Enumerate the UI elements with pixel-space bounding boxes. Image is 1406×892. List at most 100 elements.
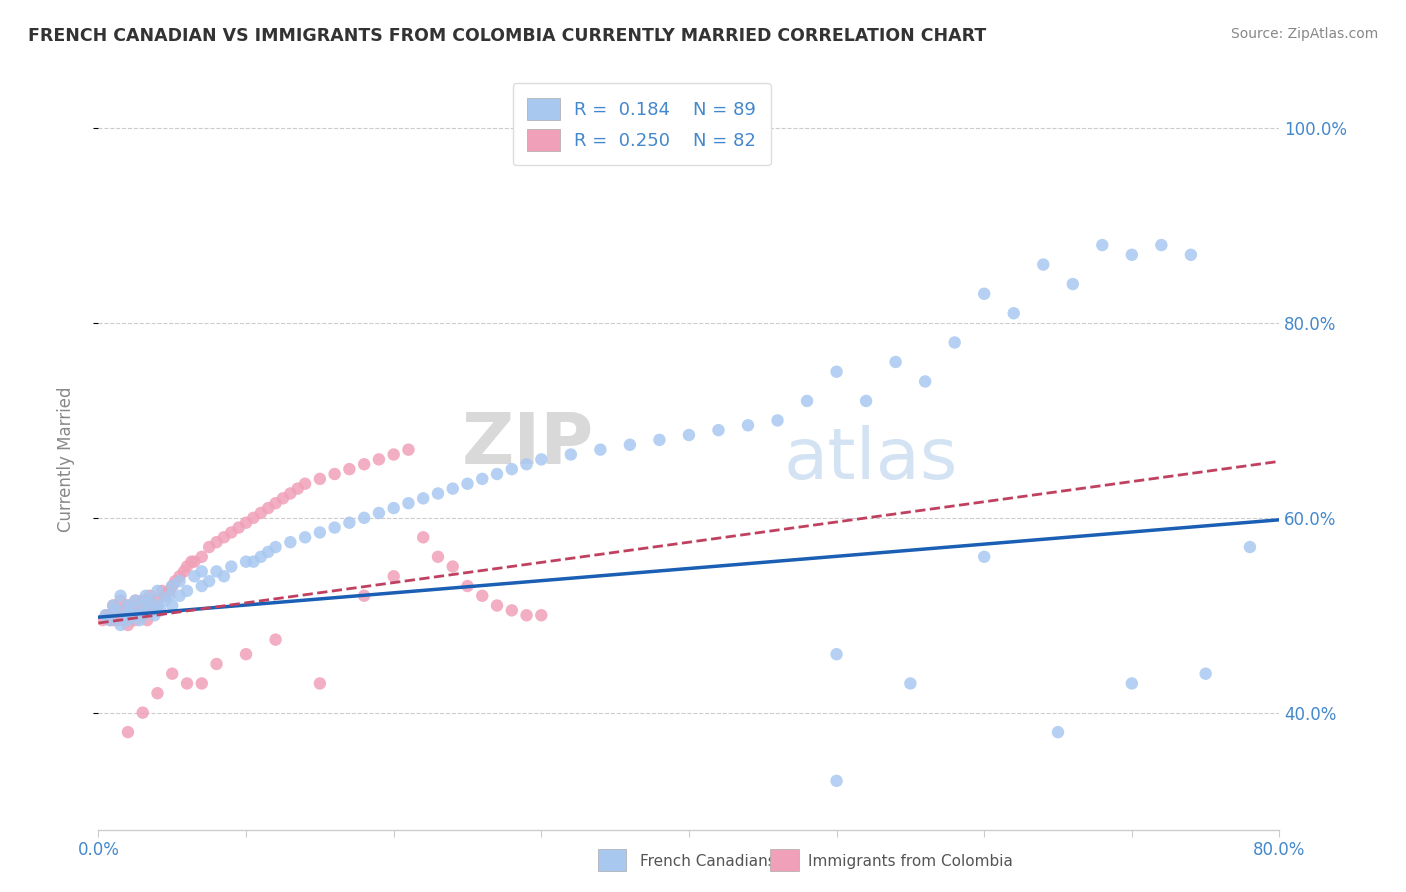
- Point: [530, 608, 553, 623]
- Point: [205, 565, 228, 579]
- Point: [117, 725, 139, 739]
- Point: [98, 613, 121, 627]
- Point: [103, 599, 125, 613]
- Point: [427, 549, 450, 564]
- Point: [368, 452, 391, 467]
- Point: [135, 589, 157, 603]
- Point: [589, 442, 612, 457]
- Point: [146, 599, 169, 613]
- Point: [250, 549, 273, 564]
- Point: [191, 565, 214, 579]
- Point: [648, 433, 671, 447]
- Point: [257, 501, 280, 516]
- Point: [221, 559, 243, 574]
- Point: [973, 286, 995, 301]
- Point: [501, 603, 523, 617]
- Point: [339, 462, 361, 476]
- Point: [183, 555, 205, 569]
- Point: [264, 540, 287, 554]
- Point: [117, 613, 139, 627]
- Point: [120, 603, 142, 617]
- Point: [235, 555, 257, 569]
- Point: [1121, 676, 1143, 690]
- Point: [250, 506, 273, 520]
- Point: [398, 442, 420, 457]
- Point: [169, 569, 191, 583]
- Point: [1195, 666, 1218, 681]
- Point: [120, 608, 142, 623]
- Point: [707, 423, 730, 437]
- Point: [94, 608, 117, 623]
- Point: [132, 608, 155, 623]
- Point: [398, 496, 420, 510]
- Point: [124, 608, 146, 623]
- Point: [457, 476, 479, 491]
- Point: [221, 525, 243, 540]
- Point: [457, 579, 479, 593]
- Point: [486, 599, 509, 613]
- Point: [796, 393, 818, 408]
- Point: [128, 613, 150, 627]
- Point: [825, 365, 848, 379]
- Point: [737, 418, 759, 433]
- Point: [678, 428, 700, 442]
- Point: [136, 613, 159, 627]
- Point: [900, 676, 922, 690]
- Point: [107, 613, 129, 627]
- Point: [323, 467, 346, 481]
- Point: [382, 569, 405, 583]
- Point: [309, 472, 332, 486]
- Point: [94, 608, 117, 623]
- Point: [127, 603, 149, 617]
- Text: French Canadians: French Canadians: [640, 854, 776, 869]
- Point: [91, 613, 114, 627]
- Text: FRENCH CANADIAN VS IMMIGRANTS FROM COLOMBIA CURRENTLY MARRIED CORRELATION CHART: FRENCH CANADIAN VS IMMIGRANTS FROM COLOM…: [28, 27, 987, 45]
- Point: [1032, 258, 1054, 272]
- Point: [162, 579, 183, 593]
- Point: [132, 599, 155, 613]
- Point: [146, 599, 169, 613]
- Point: [280, 535, 302, 549]
- Point: [287, 482, 309, 496]
- Point: [153, 593, 176, 607]
- Point: [441, 559, 464, 574]
- Point: [103, 613, 125, 627]
- Point: [112, 613, 135, 627]
- Point: [412, 530, 434, 544]
- Point: [169, 589, 191, 603]
- Point: [205, 535, 228, 549]
- Point: [516, 608, 538, 623]
- Point: [139, 593, 162, 607]
- Point: [110, 618, 132, 632]
- Point: [242, 511, 264, 525]
- Y-axis label: Currently Married: Currently Married: [56, 386, 75, 533]
- Point: [471, 472, 494, 486]
- Point: [766, 413, 789, 427]
- Point: [943, 335, 966, 350]
- Point: [191, 676, 214, 690]
- Point: [162, 579, 183, 593]
- Point: [143, 608, 166, 623]
- Point: [183, 569, 205, 583]
- Point: [169, 574, 191, 589]
- Point: [132, 593, 155, 607]
- Point: [271, 491, 294, 506]
- Point: [1121, 248, 1143, 262]
- Point: [176, 559, 198, 574]
- Point: [146, 593, 169, 607]
- Point: [441, 482, 464, 496]
- Point: [191, 579, 214, 593]
- Point: [353, 457, 375, 471]
- Point: [309, 676, 332, 690]
- Point: [264, 496, 287, 510]
- Point: [117, 599, 139, 613]
- Point: [1239, 540, 1261, 554]
- Point: [560, 448, 582, 462]
- Point: [382, 501, 405, 516]
- Point: [884, 355, 907, 369]
- Point: [135, 603, 157, 617]
- Point: [212, 569, 235, 583]
- Point: [294, 530, 316, 544]
- Point: [427, 486, 450, 500]
- Point: [173, 565, 195, 579]
